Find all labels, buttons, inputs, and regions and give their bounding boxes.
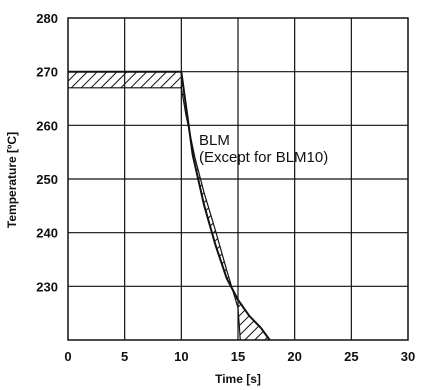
plot-frame xyxy=(67,17,409,341)
annotation-line-2: (Except for BLM10) xyxy=(199,149,328,166)
series-line-lower-profile xyxy=(68,87,241,341)
x-tick-label-4: 20 xyxy=(287,349,301,364)
x-tick-label-5: 25 xyxy=(344,349,358,364)
grid xyxy=(68,18,408,340)
annotation-line-1: BLM xyxy=(199,132,230,149)
hatched-band xyxy=(68,71,270,340)
y-tick-label-3: 260 xyxy=(36,118,58,133)
tick-labels: 0 5 10 15 20 25 30 230 240 250 260 270 280 xyxy=(36,11,415,364)
profile-lines xyxy=(68,70,271,341)
y-tick-label-2: 250 xyxy=(36,172,58,187)
y-tick-label-4: 270 xyxy=(36,65,58,80)
x-tick-label-1: 5 xyxy=(121,349,128,364)
y-tick-label-0: 230 xyxy=(36,279,58,294)
hatch-region xyxy=(68,71,270,340)
y-tick-label-5: 280 xyxy=(36,11,58,26)
x-tick-label-2: 10 xyxy=(174,349,188,364)
y-axis-title: Temperature [ºC] xyxy=(5,132,19,228)
series-line-upper-profile xyxy=(68,70,271,341)
x-tick-label-3: 15 xyxy=(231,349,245,364)
x-axis-title: Time [s] xyxy=(215,372,261,386)
x-tick-label-0: 0 xyxy=(64,349,71,364)
y-tick-label-1: 240 xyxy=(36,226,58,241)
x-tick-label-6: 30 xyxy=(401,349,415,364)
